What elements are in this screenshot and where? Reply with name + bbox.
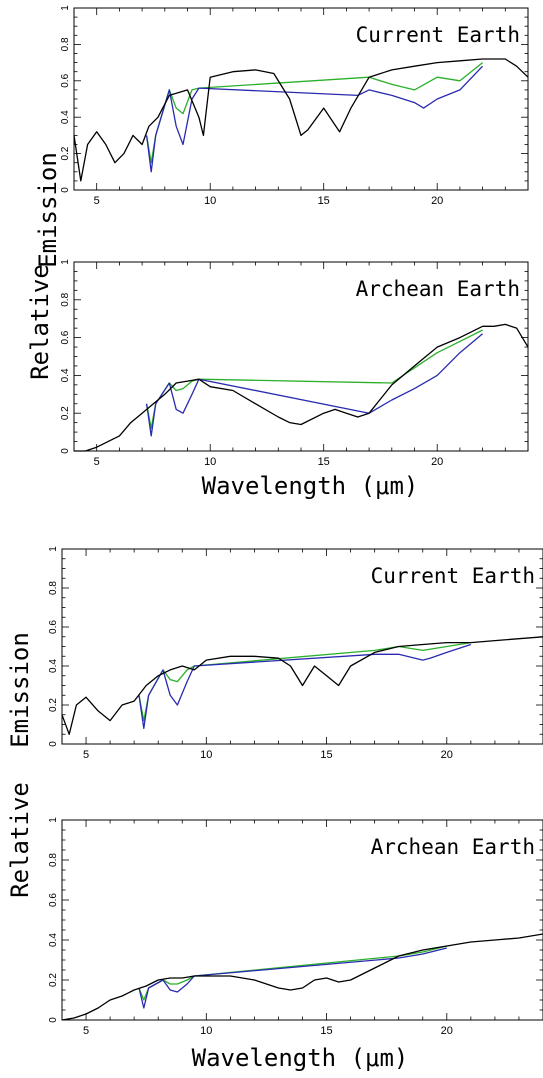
- y-tick-label: 0.6: [48, 620, 59, 634]
- x-tick-label: 10: [204, 195, 216, 207]
- series-line-3: [138, 947, 447, 1009]
- x-tick-label: 10: [200, 1025, 212, 1037]
- x-tick-label: 20: [441, 749, 453, 761]
- y-tick-label: 1: [60, 259, 71, 265]
- panel-3: 5 10 15 20 0 0.2 0.4 0.6 0.8 1 Current Earth: [48, 546, 543, 761]
- panel-2: 5 10 15 20 0 0.2 0.4 0.6 0.8 1 Archean Earth: [60, 259, 529, 468]
- x-tick-label: 5: [83, 1025, 89, 1037]
- x-tick-label: 20: [431, 456, 443, 468]
- y-tick-label: 0.2: [48, 698, 59, 712]
- series-line-2: [138, 945, 447, 1001]
- y-tick-label: 0.8: [60, 37, 71, 51]
- y-tick-label: 0.4: [60, 368, 71, 382]
- panel-title: Archean Earth: [356, 277, 520, 301]
- y-tick-label: 0.4: [48, 659, 59, 673]
- y-tick-label: 0.4: [60, 110, 71, 124]
- y-tick-label: 0.4: [48, 933, 59, 947]
- y-tick-label: 0.6: [48, 893, 59, 907]
- panel-title: Archean Earth: [371, 835, 535, 859]
- y-tick-label: 0.8: [60, 292, 71, 306]
- x-tick-label: 5: [94, 195, 100, 207]
- series-line-1: [74, 323, 529, 452]
- y-tick-label: 0.8: [48, 581, 59, 595]
- bottom-ylabel-emission: Emission: [6, 632, 34, 748]
- bottom-ylabel-relative: Relative: [6, 782, 34, 898]
- y-tick-label: 0: [48, 1017, 59, 1023]
- x-tick-label: 5: [94, 456, 100, 468]
- y-tick-label: 0: [60, 448, 71, 454]
- series-line-1: [61, 636, 543, 735]
- panel-title: Current Earth: [371, 564, 535, 588]
- x-tick-label: 10: [204, 456, 216, 468]
- y-tick-label: 0: [48, 741, 59, 747]
- y-tick-label: 0.8: [48, 853, 59, 867]
- top-xlabel: Wavelength (μm): [202, 472, 419, 500]
- x-tick-label: 15: [320, 1025, 332, 1037]
- series-line-3: [138, 643, 472, 730]
- series-line-1: [73, 58, 529, 182]
- x-tick-label: 20: [431, 195, 443, 207]
- series-line-1: [61, 933, 543, 1021]
- x-tick-label: 10: [200, 749, 212, 761]
- panel-title: Current Earth: [356, 23, 520, 47]
- y-tick-label: 0: [60, 187, 71, 193]
- y-tick-label: 1: [48, 817, 59, 823]
- y-tick-label: 0.2: [60, 146, 71, 160]
- x-tick-label: 5: [83, 749, 89, 761]
- panel-1: 5 10 15 20 0 0.2 0.4 0.6 0.8 1 Current Earth: [60, 5, 529, 207]
- x-tick-label: 15: [318, 195, 330, 207]
- y-tick-label: 1: [60, 5, 71, 11]
- panel-4: 5 10 15 20 0 0.2 0.4 0.6 0.8 1 Archean Earth: [48, 817, 543, 1037]
- y-tick-label: 0.6: [60, 73, 71, 87]
- bottom-xlabel: Wavelength (μm): [192, 1044, 409, 1072]
- x-tick-label: 15: [320, 749, 332, 761]
- x-tick-label: 15: [318, 456, 330, 468]
- x-tick-label: 20: [441, 1025, 453, 1037]
- y-tick-label: 0.6: [60, 330, 71, 344]
- series-line-3: [145, 65, 484, 173]
- series-line-3: [145, 333, 484, 437]
- top-ylabel-emission: Emission: [34, 152, 62, 268]
- y-tick-label: 1: [48, 546, 59, 552]
- y-tick-label: 0.2: [48, 973, 59, 987]
- y-tick-label: 0.2: [60, 406, 71, 420]
- top-ylabel-relative: Relative: [26, 264, 54, 380]
